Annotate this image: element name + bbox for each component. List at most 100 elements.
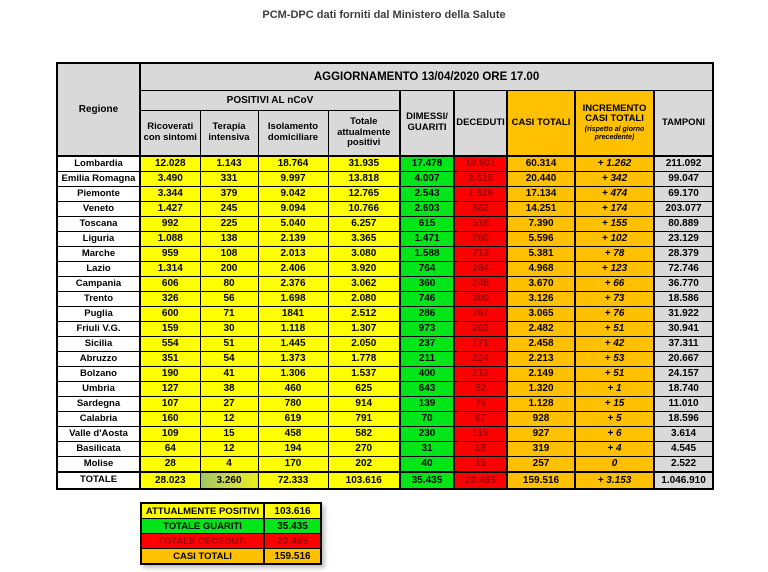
cell-value: 30.941 (652, 321, 714, 337)
cell-value: 23.129 (652, 231, 714, 247)
cell-value: 200 (199, 261, 259, 277)
table-row: Lombardia 12.028 1.143 18.764 31.935 17.478 10… (56, 155, 714, 172)
cell-regione: Veneto (56, 201, 141, 217)
cell-value: 203.077 (652, 201, 714, 217)
cell-value: 9.042 (257, 186, 329, 202)
table-row: Trento 326 56 1.698 2.080 746 300 3.126 + 73 18.5… (56, 291, 714, 307)
cell-value: 270 (327, 441, 401, 457)
cell-value: 20.465 (453, 471, 508, 490)
cell-value: 518 (453, 216, 508, 232)
cell-value: 760 (453, 231, 508, 247)
cell-value: 64 (139, 441, 201, 457)
cell-value: 746 (399, 291, 455, 307)
cell-value: 12.765 (327, 186, 401, 202)
cell-value: 267 (453, 306, 508, 322)
summary-label: ATTUALMENTE POSITIVI (142, 504, 265, 518)
cell-value: 4.968 (506, 261, 576, 277)
cell-value: 38 (199, 381, 259, 397)
cell-value: 17.134 (506, 186, 576, 202)
cell-value: 80.889 (652, 216, 714, 232)
cell-value: 3.065 (506, 306, 576, 322)
cell-value: 12 (199, 411, 259, 427)
table-row: Calabria 160 12 619 791 70 67 928 + 5 18.596 (56, 411, 714, 427)
cell-regione: Lazio (56, 261, 141, 277)
cell-value: 37.311 (652, 336, 714, 352)
cell-value: 72.746 (652, 261, 714, 277)
cell-value: 2.603 (399, 201, 455, 217)
cell-value: 2.213 (506, 351, 576, 367)
cell-value: 139 (399, 396, 455, 412)
deceduti-header: DECEDUTI (453, 90, 508, 157)
cell-value: 1.427 (139, 201, 201, 217)
cell-value: + 1 (574, 381, 655, 397)
terapia-intensiva-header: Terapia intensiva (199, 110, 259, 157)
cell-value: 764 (399, 261, 455, 277)
cell-value: 28.023 (139, 471, 201, 490)
cell-value: 600 (139, 306, 201, 322)
table-row: Puglia 600 71 1841 2.512 286 267 3.065 + 76 31.92… (56, 306, 714, 322)
cell-value: 194 (257, 441, 329, 457)
cell-value: 212 (453, 366, 508, 382)
table-row: Liguria 1.088 138 2.139 3.365 1.471 760 5.596 + … (56, 231, 714, 247)
cell-value: 713 (453, 246, 508, 262)
cell-value: 27 (199, 396, 259, 412)
cell-value: 11.010 (652, 396, 714, 412)
cell-value: 12 (199, 441, 259, 457)
cell-value: + 78 (574, 246, 655, 262)
cell-value: 379 (199, 186, 259, 202)
cell-value: 1.046.910 (652, 471, 714, 490)
cell-value: 3.365 (327, 231, 401, 247)
cell-regione: Molise (56, 456, 141, 473)
cell-value: 31.922 (652, 306, 714, 322)
cell-value: 300 (453, 291, 508, 307)
table-row: Umbria 127 38 460 625 643 52 1.320 + 1 18.740 (56, 381, 714, 397)
cell-value: 103.616 (327, 471, 401, 490)
table-row: Friuli V.G. 159 30 1.118 1.307 973 202 2.482 + 5… (56, 321, 714, 337)
cell-value: 1.088 (139, 231, 201, 247)
cell-value: 780 (257, 396, 329, 412)
table-row: Valle d'Aosta 109 15 458 582 230 115 927 + 6 3.61… (56, 426, 714, 442)
cell-value: + 3.153 (574, 471, 655, 490)
cell-regione: Sicilia (56, 336, 141, 352)
cell-value: 10.901 (453, 155, 508, 172)
cell-value: 10.766 (327, 201, 401, 217)
cell-value: 230 (399, 426, 455, 442)
cell-regione: Lombardia (56, 155, 141, 172)
cell-value: 1.314 (139, 261, 201, 277)
cell-value: 160 (139, 411, 201, 427)
cell-value: 2.458 (506, 336, 576, 352)
cell-value: 20.667 (652, 351, 714, 367)
cell-value: 3.614 (652, 426, 714, 442)
cell-value: 2.050 (327, 336, 401, 352)
cell-value: 458 (257, 426, 329, 442)
cell-value: 4.545 (652, 441, 714, 457)
cell-regione: Umbria (56, 381, 141, 397)
cell-regione: Trento (56, 291, 141, 307)
cell-value: 30 (199, 321, 259, 337)
cell-value: 973 (399, 321, 455, 337)
cell-value: 54 (199, 351, 259, 367)
cell-value: 928 (506, 411, 576, 427)
cell-value: 80 (199, 276, 259, 292)
cell-value: + 51 (574, 366, 655, 382)
cell-value: 52 (453, 381, 508, 397)
cell-value: 284 (453, 261, 508, 277)
cell-value: 914 (327, 396, 401, 412)
cell-value: 3.062 (327, 276, 401, 292)
cell-value: 625 (327, 381, 401, 397)
cell-value: 1.320 (506, 381, 576, 397)
cell-value: 286 (399, 306, 455, 322)
cell-value: 108 (199, 246, 259, 262)
cell-value: 28.379 (652, 246, 714, 262)
cell-value: 224 (453, 351, 508, 367)
cell-value: 6.257 (327, 216, 401, 232)
cell-value: 12.028 (139, 155, 201, 172)
update-header: AGGIORNAMENTO 13/04/2020 ORE 17.00 (138, 62, 714, 91)
cell-value: 20.440 (506, 171, 576, 187)
cell-value: 127 (139, 381, 201, 397)
summary-label: TOTALE DECEDUTI (142, 534, 265, 548)
cell-value: + 51 (574, 321, 655, 337)
cell-value: 615 (399, 216, 455, 232)
summary-label: TOTALE GUARITI (142, 519, 265, 533)
table-row: Marche 959 108 2.013 3.080 1.588 713 5.381 + 78 2… (56, 246, 714, 262)
